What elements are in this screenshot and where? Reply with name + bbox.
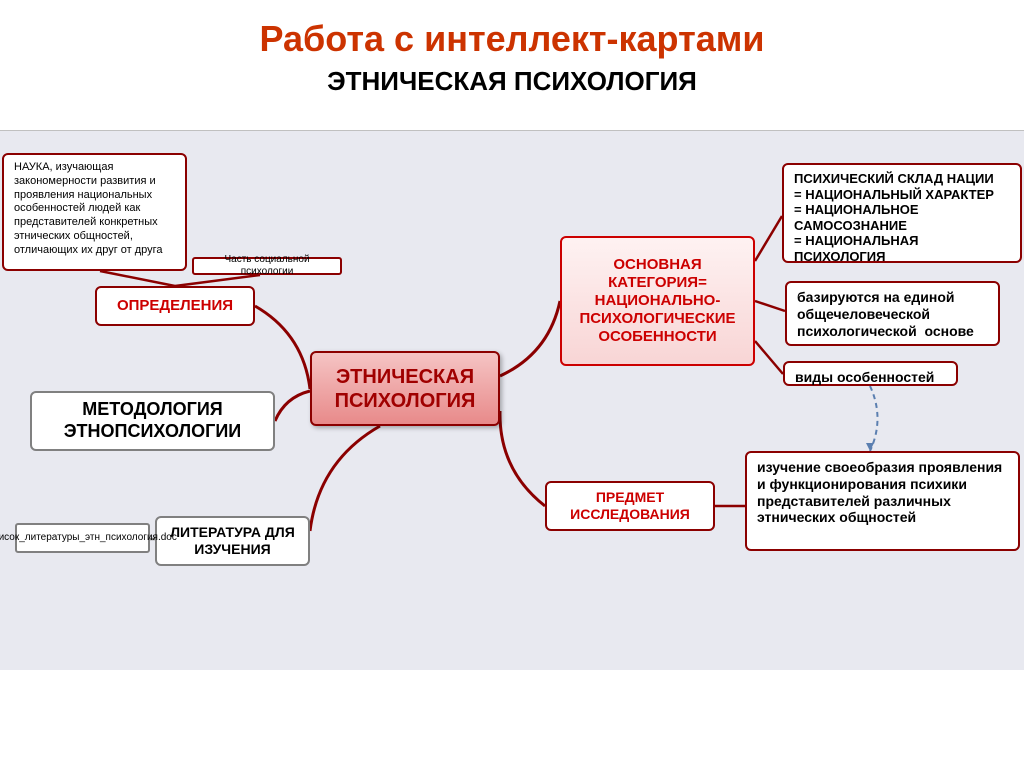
node-center[interactable]: ЭТНИЧЕСКАЯ ПСИХОЛОГИЯ <box>310 351 500 426</box>
node-kinds[interactable]: виды особенностей <box>783 361 958 386</box>
page-subtitle: ЭТНИЧЕСКАЯ ПСИХОЛОГИЯ <box>0 60 1024 97</box>
node-based_on[interactable]: базируются на единой общечеловеческой пс… <box>785 281 1000 346</box>
node-psych_structure[interactable]: ПСИХИЧЕСКИЙ СКЛАД НАЦИИ = НАЦИОНАЛЬНЫЙ Х… <box>782 163 1022 263</box>
node-definitions[interactable]: ОПРЕДЕЛЕНИЯ <box>95 286 255 326</box>
node-study_detail[interactable]: изучение своеобразия проявления и функци… <box>745 451 1020 551</box>
node-methodology[interactable]: МЕТОДОЛОГИЯ ЭТНОПСИХОЛОГИИ <box>30 391 275 451</box>
node-subject[interactable]: ПРЕДМЕТ ИССЛЕДОВАНИЯ <box>545 481 715 531</box>
node-main_category[interactable]: ОСНОВНАЯ КАТЕГОРИЯ= НАЦИОНАЛЬНО-ПСИХОЛОГ… <box>560 236 755 366</box>
node-literature[interactable]: ЛИТЕРАТУРА ДЛЯ ИЗУЧЕНИЯ <box>155 516 310 566</box>
node-part_social[interactable]: Часть социальной психологии <box>192 257 342 275</box>
page-title: Работа с интеллект-картами <box>0 0 1024 60</box>
mindmap-canvas: ЭТНИЧЕСКАЯ ПСИХОЛОГИЯ ОПРЕДЕЛЕНИЯ МЕТОДОЛО… <box>0 130 1024 670</box>
node-lit_file[interactable]: список_литературы_этн_психология.doc <box>15 523 150 553</box>
node-science_def[interactable]: НАУКА, изучающая закономерности развития… <box>2 153 187 271</box>
